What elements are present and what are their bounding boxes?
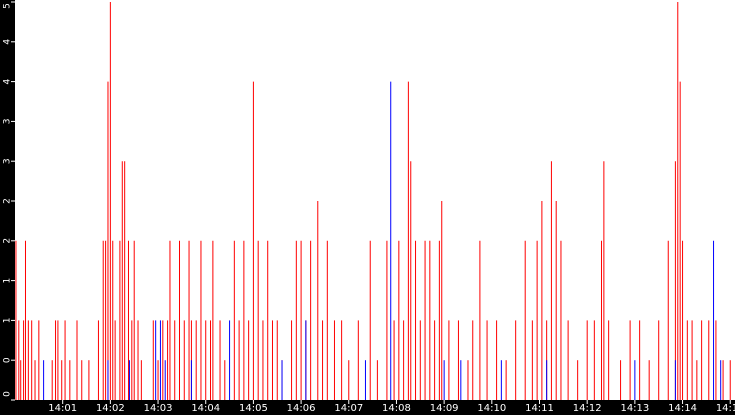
- x-tick-label: 14:06: [287, 403, 316, 414]
- x-axis-strip: [0, 400, 735, 415]
- x-tick-label: 14:12: [573, 403, 602, 414]
- x-tick-label: 14:14: [668, 403, 697, 414]
- x-tick-label: 14:04: [191, 403, 220, 414]
- x-tick-label: 14:08: [382, 403, 411, 414]
- x-tick-label: 14:03: [144, 403, 173, 414]
- x-tick-label: 14:11: [525, 403, 554, 414]
- y-tick-label: 4: [3, 39, 13, 45]
- x-tick-label: 14:07: [334, 403, 363, 414]
- x-tick-label: 14:01: [48, 403, 77, 414]
- x-tick-label: 14:15: [716, 403, 735, 414]
- y-tick-label: 0: [3, 357, 13, 363]
- y-tick-label: 1: [3, 278, 13, 284]
- y-tick-label: 5: [3, 3, 13, 9]
- y-tick-label: 2: [3, 238, 13, 244]
- y-tick-label: 3: [3, 158, 13, 164]
- y-tick-label: 2: [3, 198, 13, 204]
- x-tick-label: 14:13: [620, 403, 649, 414]
- y-axis-strip: [0, 0, 15, 415]
- y-tick-label: 3: [3, 119, 13, 125]
- y-tick-label: 4: [3, 78, 13, 84]
- y-tick-label: 1: [3, 318, 13, 324]
- x-tick-label: 14:02: [96, 403, 125, 414]
- x-tick-label: 14:05: [239, 403, 268, 414]
- x-tick-label: 14:10: [477, 403, 506, 414]
- y-tick-label: 0: [3, 391, 13, 397]
- x-tick-label: 14:09: [430, 403, 459, 414]
